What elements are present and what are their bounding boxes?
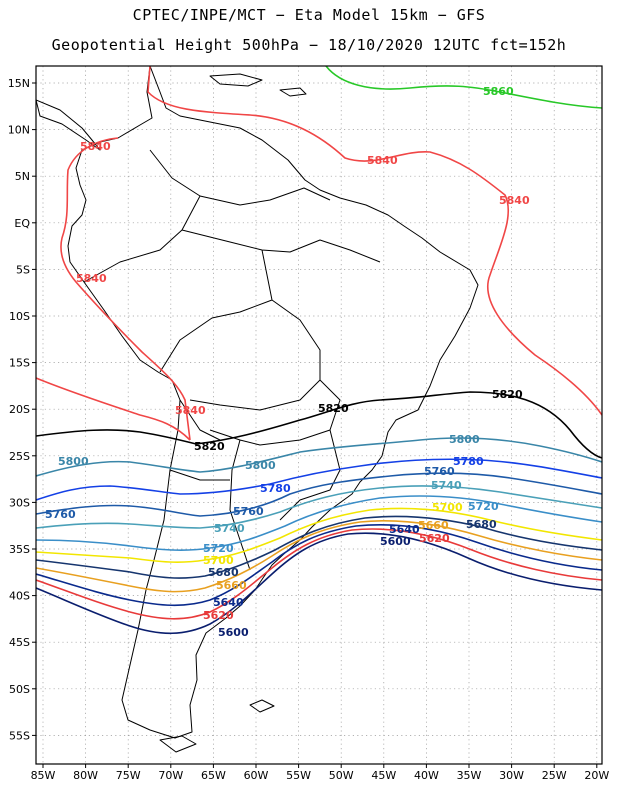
caribbean-island-2 bbox=[279, 87, 307, 97]
falklands bbox=[249, 699, 275, 713]
contour-label: 5680 bbox=[208, 566, 239, 579]
lon-label: 85W bbox=[31, 769, 56, 782]
lat-lon-grid bbox=[36, 66, 602, 764]
contour-labels: 5860 5840 5840 5840 5840 5840 5820 5820 … bbox=[45, 85, 530, 639]
contour-label: 5780 bbox=[453, 455, 484, 468]
contour-5780 bbox=[36, 458, 602, 501]
lat-label: 50S bbox=[9, 683, 30, 696]
contour-label: 5620 bbox=[203, 609, 234, 622]
contour-label: 5760 bbox=[424, 465, 455, 478]
lon-label: 45W bbox=[371, 769, 396, 782]
contour-label: 5840 bbox=[367, 154, 398, 167]
lon-label: 20W bbox=[584, 769, 609, 782]
contour-5840-north bbox=[147, 66, 602, 416]
central-america bbox=[36, 99, 101, 151]
contour-label: 5840 bbox=[175, 404, 206, 417]
contours bbox=[36, 66, 602, 635]
contour-5660 bbox=[36, 520, 602, 593]
contour-label: 5780 bbox=[260, 482, 291, 495]
contour-5800 bbox=[36, 437, 602, 477]
contour-label: 5800 bbox=[245, 459, 276, 472]
lat-label: 25S bbox=[9, 450, 30, 463]
lat-label: 15S bbox=[9, 357, 30, 370]
lon-label: 40W bbox=[414, 769, 439, 782]
lat-label: 55S bbox=[9, 729, 30, 742]
lon-label: 50W bbox=[329, 769, 354, 782]
contour-label: 5840 bbox=[80, 140, 111, 153]
lon-label: 25W bbox=[542, 769, 567, 782]
lat-label: 5N bbox=[15, 170, 30, 183]
contour-label: 5700 bbox=[203, 554, 234, 567]
lat-axis-labels: 15N 10N 5N EQ 5S 10S 15S 20S 25S 30S 35S 40S 45S 50S 5… bbox=[8, 77, 31, 742]
contour-5820 bbox=[36, 391, 602, 459]
contour-5740 bbox=[36, 485, 602, 529]
contour-label: 5660 bbox=[418, 519, 449, 532]
south-america-coast bbox=[67, 66, 479, 739]
lon-label: 70W bbox=[158, 769, 183, 782]
lon-label: 80W bbox=[73, 769, 98, 782]
country-borders bbox=[83, 149, 381, 571]
tierra-del-fuego bbox=[159, 735, 197, 753]
contour-5720 bbox=[36, 495, 602, 551]
contour-5640 bbox=[36, 524, 602, 607]
contour-label: 5820 bbox=[492, 388, 523, 401]
lat-label: 15N bbox=[8, 77, 30, 90]
caribbean-island-1 bbox=[209, 73, 263, 87]
lon-label: 30W bbox=[499, 769, 524, 782]
contour-5620 bbox=[36, 528, 602, 620]
chart-title-line2: Geopotential Height 500hPa − 18/10/2020 … bbox=[51, 36, 567, 54]
lat-label: 30S bbox=[9, 496, 30, 509]
contour-label: 5760 bbox=[233, 505, 264, 518]
contour-label: 5720 bbox=[468, 500, 499, 513]
contour-5600 bbox=[36, 532, 602, 635]
contour-5840-sw bbox=[36, 377, 191, 441]
contour-label: 5720 bbox=[203, 542, 234, 555]
lat-label: 20S bbox=[9, 403, 30, 416]
lat-label: 10S bbox=[9, 310, 30, 323]
lon-label: 35W bbox=[457, 769, 482, 782]
lat-label: 10N bbox=[8, 124, 30, 137]
contour-5840-west bbox=[60, 137, 191, 441]
chart-title-line1: CPTEC/INPE/MCT − Eta Model 15km − GFS bbox=[132, 6, 486, 24]
axis-ticks bbox=[32, 82, 598, 768]
contour-label: 5600 bbox=[218, 626, 249, 639]
contour-label: 5840 bbox=[76, 272, 107, 285]
contour-label: 5680 bbox=[466, 518, 497, 531]
contour-label: 5700 bbox=[432, 501, 463, 514]
lon-axis-labels: 85W 80W 75W 70W 65W 60W 55W 50W 45W 40W 35W 30W 25W 2… bbox=[31, 769, 610, 782]
contour-label: 5820 bbox=[318, 402, 349, 415]
contour-label: 5600 bbox=[380, 535, 411, 548]
contour-label: 5760 bbox=[45, 508, 76, 521]
contour-label: 5660 bbox=[216, 579, 247, 592]
lon-label: 60W bbox=[244, 769, 269, 782]
lon-label: 65W bbox=[201, 769, 226, 782]
lat-label: EQ bbox=[14, 217, 30, 230]
contour-label: 5800 bbox=[449, 433, 480, 446]
contour-label: 5640 bbox=[213, 596, 244, 609]
lat-label: 45S bbox=[9, 636, 30, 649]
contour-label: 5840 bbox=[499, 194, 530, 207]
lon-label: 75W bbox=[116, 769, 141, 782]
contour-label: 5820 bbox=[194, 440, 225, 453]
lat-label: 35S bbox=[9, 543, 30, 556]
contour-5700 bbox=[36, 507, 602, 563]
lat-label: 40S bbox=[9, 590, 30, 603]
contour-5760 bbox=[36, 472, 602, 517]
contour-label: 5800 bbox=[58, 455, 89, 468]
contour-label: 5740 bbox=[214, 522, 245, 535]
map-frame bbox=[35, 65, 603, 765]
contour-label: 5860 bbox=[483, 85, 514, 98]
coastline bbox=[36, 66, 479, 753]
contour-label: 5620 bbox=[419, 532, 450, 545]
contour-5680 bbox=[36, 515, 602, 579]
contour-label: 5640 bbox=[389, 523, 420, 536]
contour-label: 5740 bbox=[431, 479, 462, 492]
lon-label: 55W bbox=[286, 769, 311, 782]
contour-5860 bbox=[325, 66, 602, 109]
lat-label: 5S bbox=[16, 263, 30, 276]
